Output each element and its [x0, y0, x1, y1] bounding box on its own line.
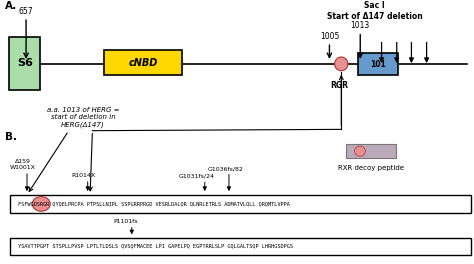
Text: R1014X: R1014X [71, 173, 95, 178]
Ellipse shape [335, 57, 348, 71]
Text: G1031fs/24: G1031fs/24 [179, 174, 215, 179]
Text: a.a. 1013 of HERG =
start of deletion in
HERG(Δ147): a.a. 1013 of HERG = start of deletion in… [47, 107, 119, 128]
Text: Sac I
Start of Δ147 deletion: Sac I Start of Δ147 deletion [327, 1, 422, 21]
FancyBboxPatch shape [9, 37, 40, 90]
FancyBboxPatch shape [346, 144, 396, 158]
Text: Δ159
W1001X: Δ159 W1001X [10, 159, 36, 170]
Text: YSAVTTPGPT STSPLLPVSP LPTLTLDSLS QVSQFMACEE LPI GAPELPQ EGPTRRLSLP GQLGALTSQP LH: YSAVTTPGPT STSPLLPVSP LPTLTLDSLS QVSQFMA… [18, 244, 293, 249]
FancyBboxPatch shape [358, 53, 398, 75]
Text: 101: 101 [370, 59, 386, 69]
Text: P1101fs: P1101fs [113, 219, 138, 224]
Text: 1013: 1013 [351, 21, 370, 30]
Ellipse shape [32, 197, 50, 211]
Text: RGR: RGR [330, 81, 348, 90]
Text: A.: A. [5, 1, 17, 11]
Ellipse shape [355, 146, 365, 156]
Text: RXR decoy peptide: RXR decoy peptide [338, 165, 404, 171]
Text: S6: S6 [17, 58, 33, 68]
Text: 657: 657 [19, 7, 33, 16]
Text: B.: B. [5, 132, 17, 142]
FancyBboxPatch shape [10, 195, 471, 213]
Text: G1036fs/82: G1036fs/82 [207, 166, 243, 171]
Text: FSFWGDSRGR QYQELPRCPA PTPSLLNIPL SSPGRRPRGD VESRLDALQR QLNRLETRLS ADMATVLQLL QRQ: FSFWGDSRGR QYQELPRCPA PTPSLLNIPL SSPGRRP… [18, 201, 290, 206]
Text: 1005: 1005 [320, 32, 339, 41]
FancyBboxPatch shape [104, 50, 182, 75]
FancyBboxPatch shape [10, 238, 471, 255]
Text: cNBD: cNBD [129, 58, 158, 68]
